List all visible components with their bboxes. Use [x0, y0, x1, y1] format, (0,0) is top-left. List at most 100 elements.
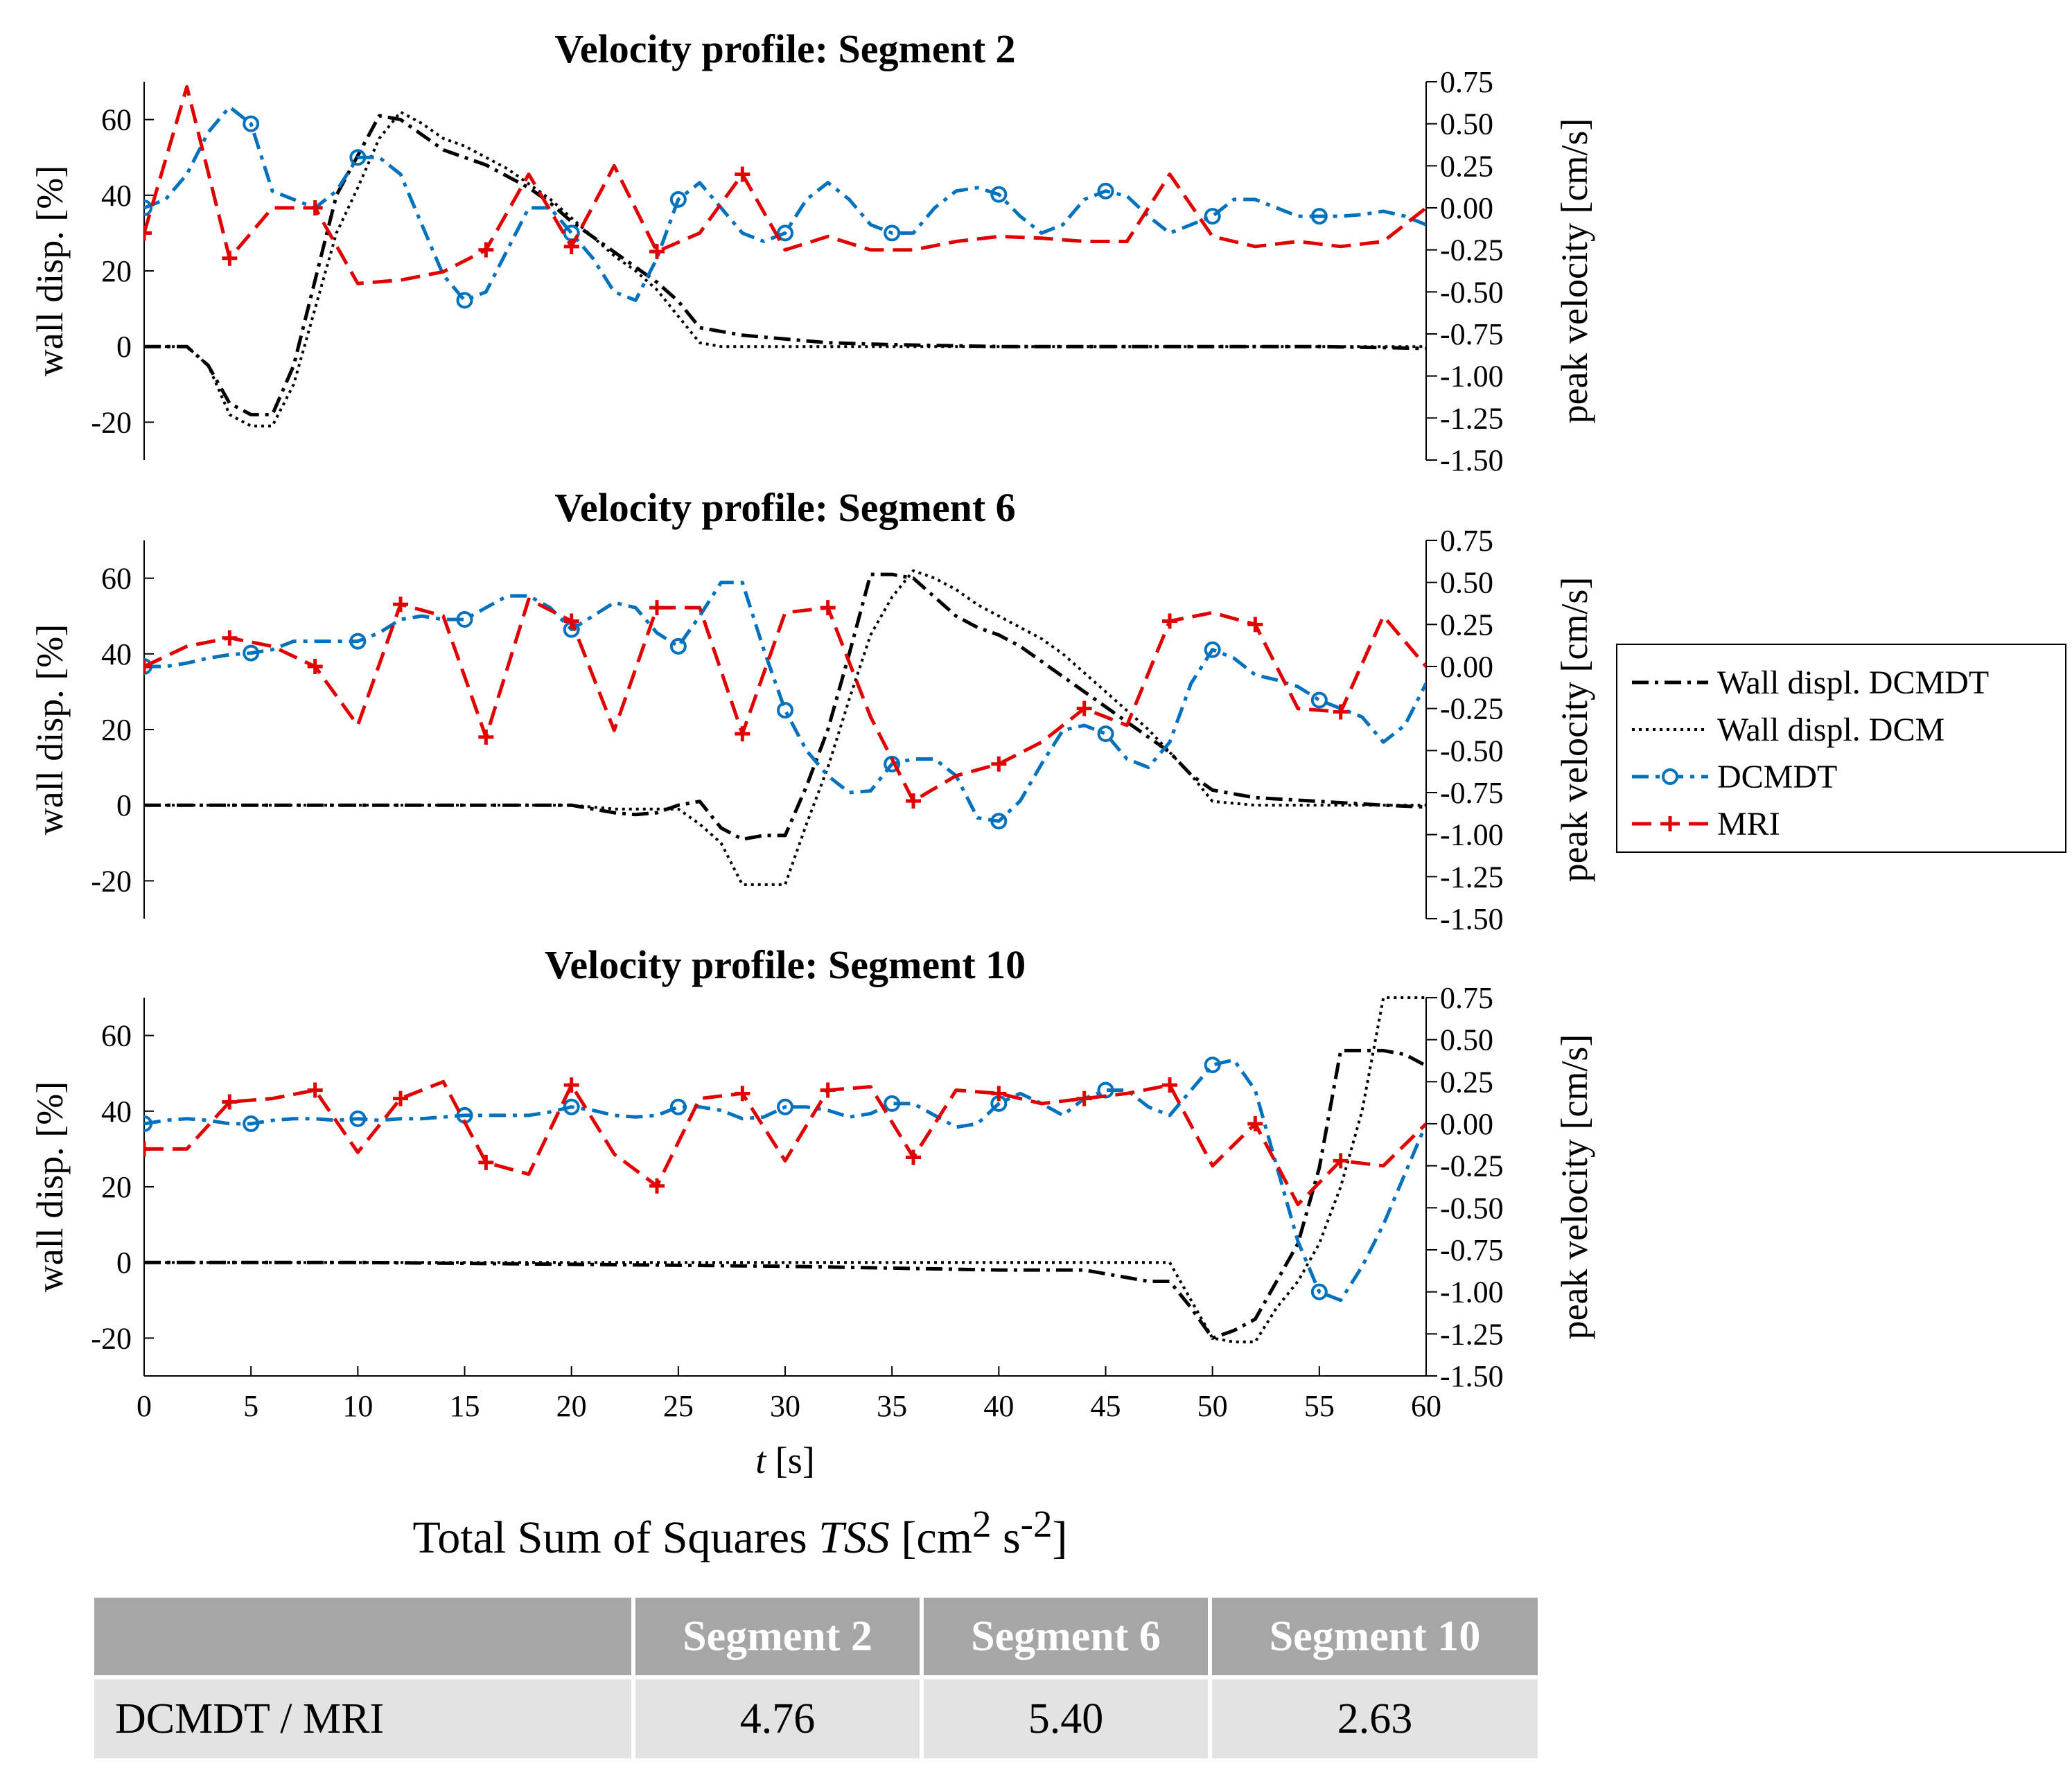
right-axis-label: peak velocity [cm/s] — [1554, 577, 1595, 883]
right-tick-label: -0.25 — [1440, 233, 1504, 267]
legend-marker-dcmdt — [1662, 768, 1678, 785]
plot-area — [144, 996, 1426, 1343]
plot-area — [144, 569, 1426, 886]
mri-marker — [307, 200, 323, 215]
right-tick-label: 0.00 — [1440, 650, 1493, 684]
tss-title-sup2: -2 — [1020, 1503, 1053, 1545]
mri-marker — [1247, 1116, 1263, 1131]
mri-marker — [563, 1077, 579, 1093]
mri-marker — [1162, 613, 1177, 629]
left-tick-label: 20 — [101, 713, 132, 747]
right-tick-label: 0.25 — [1440, 608, 1493, 642]
right-tick-label: -0.75 — [1440, 776, 1504, 810]
mri-marker — [478, 729, 494, 745]
mri-marker — [393, 1090, 408, 1106]
left-axis-label: wall disp. [%] — [29, 1081, 71, 1292]
right-tick-label: -1.00 — [1440, 1275, 1504, 1309]
tss-header-row: Segment 2 Segment 6 Segment 10 — [94, 1598, 1538, 1675]
tss-title-sup1: 2 — [972, 1503, 992, 1545]
x-tick-label: 5 — [243, 1389, 258, 1423]
x-tick-label: 10 — [342, 1389, 373, 1423]
tss-data-row: DCMDT / MRI 4.76 5.40 2.63 — [94, 1679, 1538, 1758]
x-tick-label: 0 — [137, 1389, 152, 1423]
chart-panel-1: Velocity profile: Segment 2 60 40 20 0 -20 0.7… — [29, 26, 1595, 477]
x-tick-label: 15 — [450, 1389, 480, 1423]
right-tick-label: 0.50 — [1440, 107, 1493, 141]
right-tick-label: 0.00 — [1440, 191, 1493, 225]
x-tick-label: 50 — [1197, 1389, 1228, 1423]
right-tick-label: 0.50 — [1440, 1023, 1493, 1057]
left-tick-label: 60 — [101, 562, 132, 596]
mri-marker — [144, 659, 152, 674]
legend-frame — [1616, 644, 2066, 853]
mri-marker — [820, 600, 836, 616]
right-tick-label: 0.75 — [1440, 524, 1493, 558]
tss-header-segment-10: Segment 10 — [1212, 1598, 1538, 1675]
dcmdt-marker — [563, 1098, 580, 1115]
dcmdt-marker — [884, 224, 901, 242]
right-tick-label: 0.75 — [1440, 65, 1493, 99]
dcmdt-marker — [777, 1098, 793, 1115]
right-tick-label: -0.50 — [1440, 734, 1504, 768]
mri-marker — [1333, 704, 1349, 720]
dcmdt-marker — [243, 115, 260, 132]
left-tick-label: 40 — [101, 637, 132, 671]
series-line-wall-displ-dcm — [144, 996, 1426, 1343]
dcmdt-marker — [777, 702, 793, 719]
left-tick-label: 40 — [101, 1095, 132, 1129]
mri-marker — [906, 1149, 921, 1165]
tss-header-empty — [94, 1598, 631, 1675]
dcmdt-marker — [777, 224, 793, 242]
chart-panels: Velocity profile: Segment 26040200-200.7… — [29, 26, 1595, 1481]
left-tick-label: -20 — [91, 864, 132, 898]
tss-value-segment-6: 5.40 — [924, 1679, 1208, 1758]
plot-area — [144, 85, 1426, 427]
tss-header-segment-6: Segment 6 — [924, 1598, 1208, 1675]
dcmdt-marker — [1310, 208, 1328, 225]
x-tick-label: 30 — [770, 1389, 800, 1423]
dcmdt-marker — [669, 1098, 687, 1115]
right-tick-label: -1.25 — [1440, 1317, 1504, 1351]
dcmdt-marker — [884, 1095, 901, 1112]
legend-label-mri: MRI — [1717, 806, 1780, 842]
dcmdt-marker — [1097, 182, 1114, 200]
mri-marker — [1076, 700, 1092, 716]
dcmdt-marker — [456, 611, 473, 628]
x-axis-label: t [s] — [755, 1440, 815, 1481]
legend-label-wall-displ-dcmdt: Wall displ. DCMDT — [1717, 664, 1989, 701]
right-tick-label: 0.50 — [1440, 566, 1493, 600]
left-tick-label: 0 — [116, 330, 132, 364]
mri-marker — [563, 238, 579, 254]
tss-value-segment-10: 2.63 — [1212, 1679, 1538, 1758]
dcmdt-marker — [144, 1115, 152, 1132]
right-tick-label: -1.50 — [1440, 902, 1504, 936]
right-tick-label: -1.50 — [1440, 1359, 1504, 1393]
dcmdt-marker — [243, 644, 260, 662]
mri-marker — [735, 1086, 750, 1102]
right-tick-label: -0.25 — [1440, 1149, 1504, 1183]
mri-marker — [222, 630, 238, 646]
mri-marker — [393, 597, 408, 612]
legend-label-dcmdt: DCMDT — [1717, 759, 1837, 795]
mri-marker — [307, 1082, 323, 1098]
dcmdt-marker — [349, 633, 367, 650]
right-tick-label: -0.75 — [1440, 317, 1504, 351]
left-tick-label: 20 — [101, 254, 132, 288]
mri-marker — [144, 1141, 152, 1157]
tss-title-symbol: TSS — [818, 1512, 890, 1563]
mri-marker — [144, 225, 152, 241]
mri-marker — [1247, 617, 1263, 633]
x-axis-label-unit: [s] — [766, 1440, 814, 1481]
mri-marker — [222, 1094, 238, 1110]
series-line-wall-displ-dcm — [144, 110, 1426, 427]
dcmdt-marker — [243, 1115, 260, 1132]
x-tick-label: 40 — [983, 1389, 1014, 1423]
dcmdt-marker — [1204, 1057, 1221, 1074]
chart-panel-2: Velocity profile: Segment 6 60 40 20 0 -20 0.7… — [29, 485, 1595, 936]
dcmdt-marker — [349, 1110, 367, 1127]
chart-title: Velocity profile: Segment 10 — [545, 942, 1026, 987]
series-line-dcmdt — [144, 1058, 1426, 1302]
mri-marker — [820, 1082, 836, 1098]
dcmdt-marker — [669, 191, 687, 208]
dcmdt-marker — [669, 637, 687, 655]
